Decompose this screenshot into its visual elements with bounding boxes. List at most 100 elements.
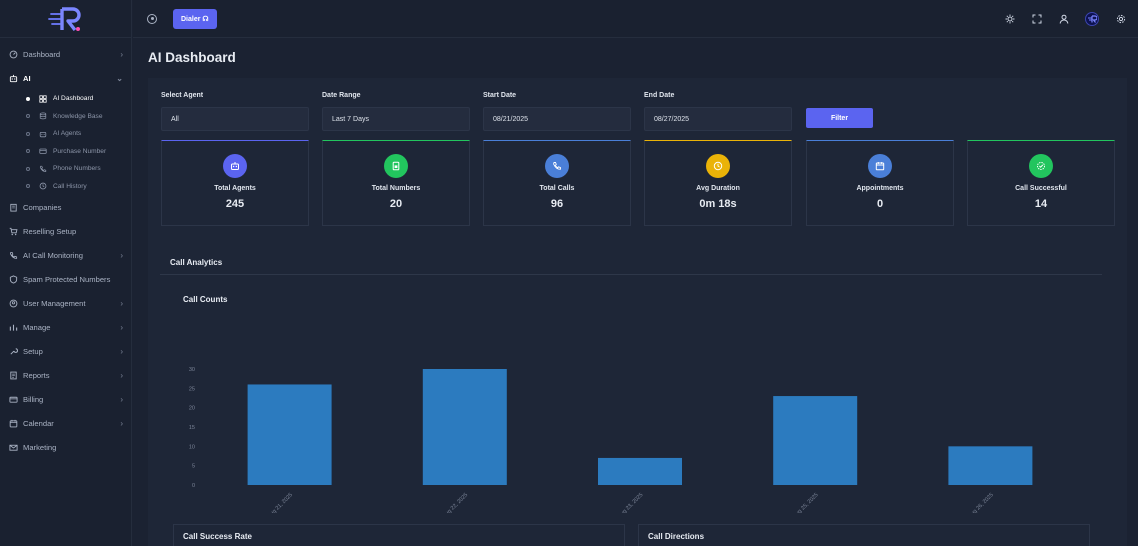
sidebar-item-dashboard[interactable]: Dashboard ›: [0, 42, 131, 66]
y-tick-label: 10: [189, 444, 195, 450]
chart-bar[interactable]: [247, 384, 332, 485]
sidebar-item-spam-protected-numbers[interactable]: Spam Protected Numbers: [0, 267, 131, 291]
sidebar-item-label: AI: [23, 73, 31, 83]
stat-value: 20: [389, 198, 403, 210]
card-icon: [8, 394, 18, 404]
analytics-title: Call Analytics: [170, 258, 223, 267]
user-icon[interactable]: [1058, 13, 1069, 24]
stat-label: Total Agents: [214, 185, 256, 192]
sidebar-item-user-management[interactable]: User Management ›: [0, 291, 131, 315]
call-directions-card: Call Directions: [638, 524, 1090, 546]
sidebar-subitem-label: AI Agents: [53, 130, 82, 138]
sidebar-item-label: Setup: [23, 346, 43, 356]
history-icon: [38, 182, 47, 191]
y-tick-label: 0: [192, 483, 195, 489]
fullscreen-icon[interactable]: [1031, 13, 1042, 24]
sidebar-item-calendar[interactable]: Calendar ›: [0, 411, 131, 435]
cart-icon: [8, 226, 18, 236]
chart-bar[interactable]: [948, 446, 1033, 485]
sidebar-subitem-purchase-number[interactable]: Purchase Number: [0, 143, 131, 161]
stat-card-total-numbers: Total Numbers 20: [322, 140, 470, 226]
bullet-icon: [26, 131, 30, 136]
sidebar-subitem-label: AI Dashboard: [53, 95, 94, 103]
chevron-icon: ›: [120, 322, 123, 332]
agent-select[interactable]: All: [161, 107, 309, 131]
sidebar-subitem-ai-agents[interactable]: AI Agents: [0, 125, 131, 143]
stat-value: 14: [1034, 198, 1048, 210]
dialer-button[interactable]: Dialer ☊: [173, 8, 217, 29]
sidebar-subitem-ai-dashboard[interactable]: AI Dashboard: [0, 90, 131, 108]
stat-label: Call Successful: [1015, 185, 1067, 192]
sidebar-subitem-label: Purchase Number: [53, 147, 107, 155]
calendar-icon: [8, 418, 18, 428]
bullet-icon: [26, 114, 30, 119]
chart-bar[interactable]: [598, 457, 682, 485]
main-content: AI Dashboard Select Agent All Date Range…: [133, 38, 1138, 546]
sidebar: Dashboard › AI ⌄ AI Dashboard Knowledge Base A…: [0, 0, 132, 546]
sidebar-item-ai[interactable]: AI ⌄: [0, 66, 131, 90]
filter-button[interactable]: Filter: [806, 108, 873, 128]
sim-icon: [384, 154, 408, 178]
chevron-icon: ›: [120, 394, 123, 404]
phone-monitor-icon: [8, 250, 18, 260]
y-tick-label: 5: [192, 464, 195, 470]
building-icon: [8, 202, 18, 212]
chevron-icon: ›: [120, 250, 123, 260]
sun-icon[interactable]: [1004, 13, 1015, 24]
sidebar-item-label: Reports: [23, 370, 50, 380]
sidebar-item-label: Marketing: [23, 442, 57, 452]
stat-value: 96: [550, 198, 564, 210]
sidebar-subitem-phone-numbers[interactable]: Phone Numbers: [0, 160, 131, 178]
range-filter: Date Range Last 7 Days: [322, 92, 470, 131]
y-tick-label: 30: [189, 367, 195, 373]
chart-bar[interactable]: [773, 396, 858, 485]
bot-icon: [38, 129, 47, 138]
sidebar-subitem-call-history[interactable]: Call History: [0, 178, 131, 196]
stat-value: 0m 18s: [699, 198, 737, 210]
chart-bar[interactable]: [422, 369, 507, 485]
date-range-select[interactable]: Last 7 Days: [322, 107, 470, 131]
sidebar-item-manage[interactable]: Manage ›: [0, 315, 131, 339]
report-icon: [8, 370, 18, 380]
sidebar-item-label: Manage: [23, 322, 51, 332]
sidebar-toggle-icon[interactable]: [147, 13, 157, 24]
avatar[interactable]: [1085, 11, 1099, 26]
stat-label: Total Calls: [539, 185, 575, 192]
call-success-rate-card: Call Success Rate: [173, 524, 625, 546]
brand-logo[interactable]: [0, 0, 131, 38]
sidebar-item-setup[interactable]: Setup ›: [0, 339, 131, 363]
chevron-icon: ›: [120, 298, 123, 308]
sidebar-item-label: Calendar: [23, 418, 54, 428]
x-tick-label: Aug 22, 2025: [442, 492, 469, 513]
stat-value: 0: [876, 198, 884, 210]
shield-icon: [8, 274, 18, 284]
sidebar-item-billing[interactable]: Billing ›: [0, 387, 131, 411]
sidebar-item-companies[interactable]: Companies: [0, 195, 131, 219]
manage-icon: [8, 322, 18, 332]
topbar-actions: [1004, 11, 1126, 26]
users-icon: [8, 298, 18, 308]
call-directions-title: Call Directions: [648, 532, 705, 541]
start-date-label: Start Date: [483, 92, 517, 99]
sidebar-subitem-knowledge-base[interactable]: Knowledge Base: [0, 108, 131, 126]
sidebar-item-marketing[interactable]: Marketing: [0, 435, 131, 459]
section-divider: [160, 274, 1102, 275]
end-date-input[interactable]: 08/27/2025: [644, 107, 792, 131]
gear-icon[interactable]: [1115, 13, 1126, 24]
call-success-rate-title: Call Success Rate: [183, 532, 252, 541]
stat-label: Avg Duration: [696, 185, 740, 192]
sidebar-item-reselling-setup[interactable]: Reselling Setup: [0, 219, 131, 243]
end-date-label: End Date: [644, 92, 675, 99]
robot-icon: [8, 73, 18, 83]
call-counts-chart: 0 5 10 15 20 25 30 Aug 21, 2025 Aug 22, 2025 Aug …: [189, 367, 1033, 513]
sidebar-item-reports[interactable]: Reports ›: [0, 363, 131, 387]
stat-value: 245: [225, 198, 245, 210]
sidebar-item-label: User Management: [23, 298, 86, 308]
end-date-filter: End Date 08/27/2025: [644, 92, 792, 131]
start-date-input[interactable]: 08/21/2025: [483, 107, 631, 131]
sidebar-item-ai-call-monitoring[interactable]: AI Call Monitoring ›: [0, 243, 131, 267]
chevron-icon: ⌄: [116, 73, 123, 83]
phone-icon: [545, 154, 569, 178]
stat-card-avg-duration: Avg Duration 0m 18s: [644, 140, 792, 226]
agent-filter: Select Agent All: [161, 92, 309, 131]
